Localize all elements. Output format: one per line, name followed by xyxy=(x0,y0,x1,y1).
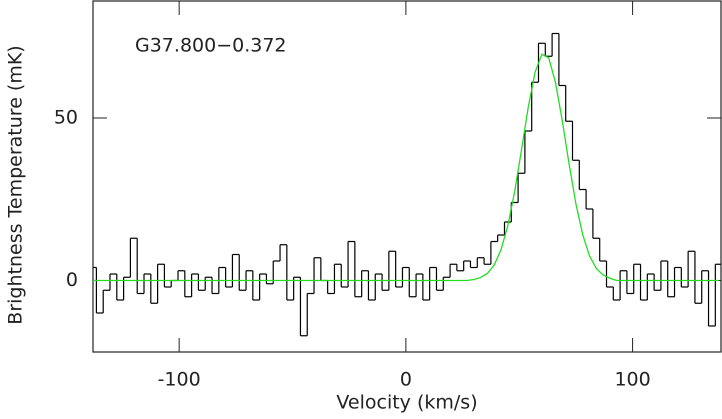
x-tick-label: 0 xyxy=(400,369,412,391)
x-tick-label: -100 xyxy=(158,369,201,391)
y-tick-label: 0 xyxy=(66,269,78,291)
y-tick-label: 50 xyxy=(54,107,78,129)
plot-frame xyxy=(92,0,722,353)
annotation: G37.800−0.372 xyxy=(135,35,287,57)
y-axis-label: Brightness Temperature (mK) xyxy=(5,45,27,324)
x-axis-label: Velocity (km/s) xyxy=(336,392,477,414)
fit-line xyxy=(93,53,719,282)
x-tick-label: 100 xyxy=(614,369,650,391)
